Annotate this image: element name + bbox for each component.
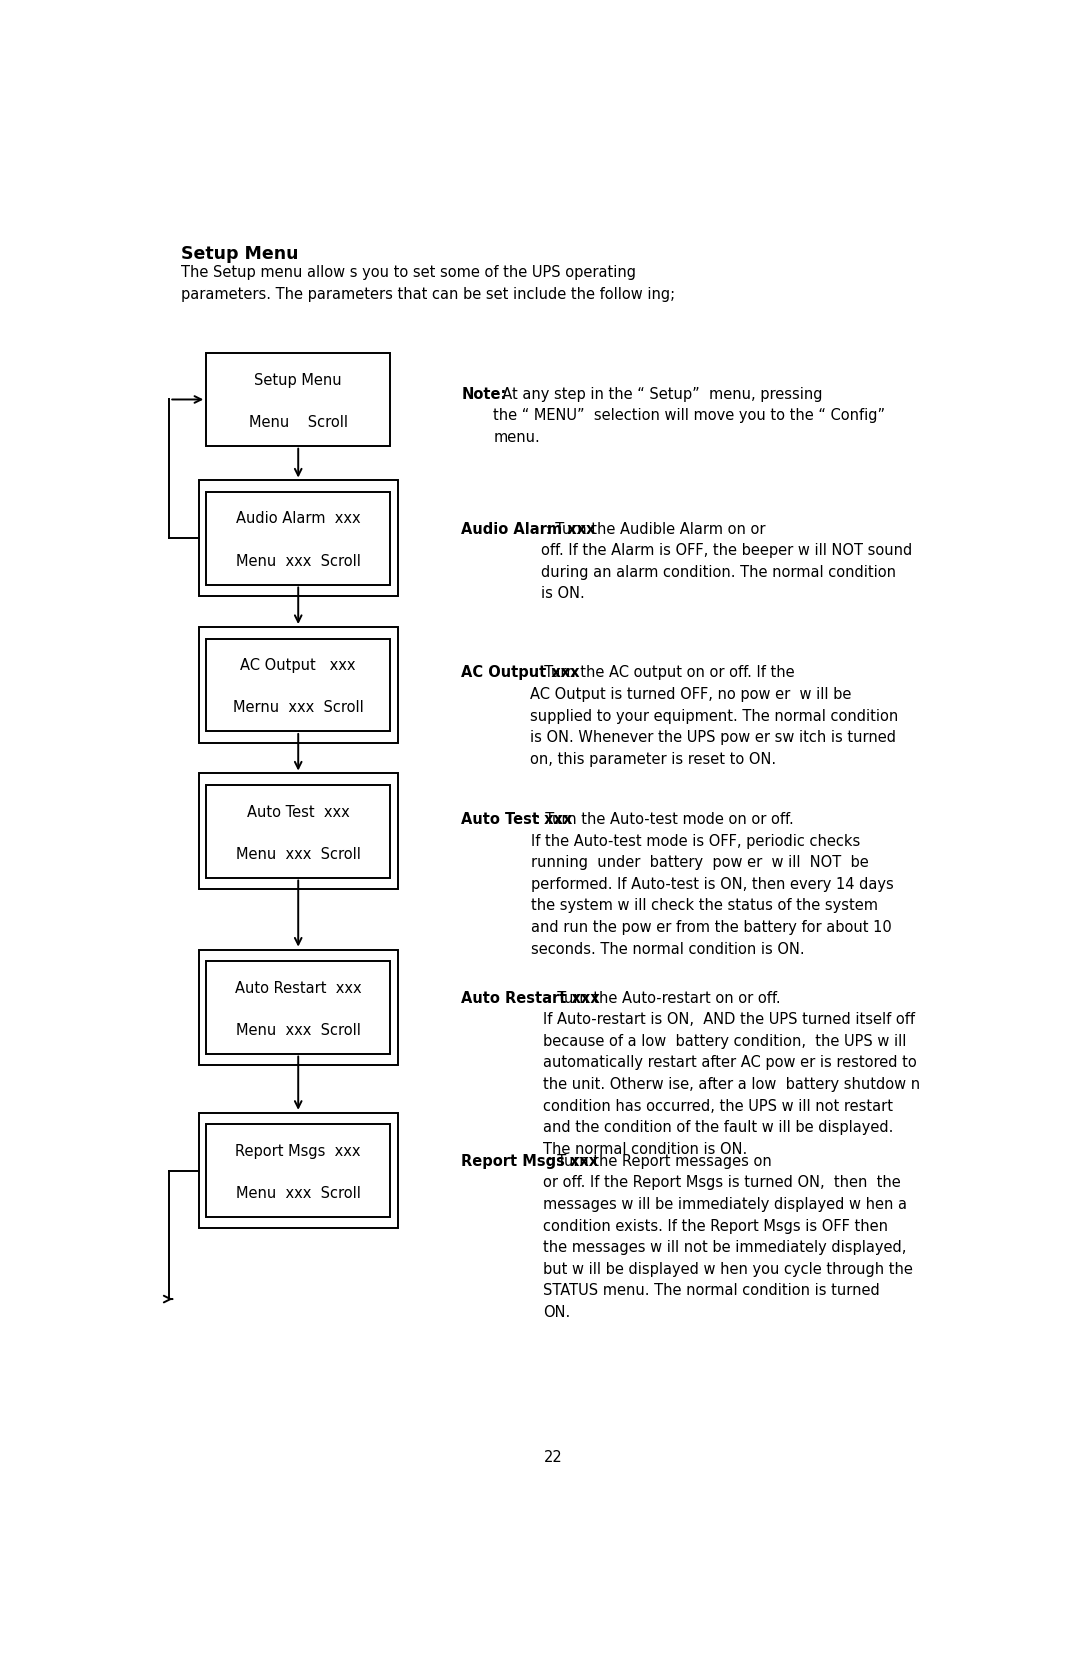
FancyBboxPatch shape [206,354,390,446]
FancyBboxPatch shape [199,950,397,1065]
Text: Menu  xxx  Scroll: Menu xxx Scroll [235,846,361,861]
FancyBboxPatch shape [206,639,390,731]
FancyBboxPatch shape [206,961,390,1053]
Text: : Turn the Report messages on
or off. If the Report Msgs is turned ON,  then  th: : Turn the Report messages on or off. If… [543,1153,914,1320]
Text: Auto Restart  xxx: Auto Restart xxx [235,981,362,996]
FancyBboxPatch shape [199,628,397,743]
Text: Menu  xxx  Scroll: Menu xxx Scroll [235,554,361,569]
Text: The Setup menu allow s you to set some of the UPS operating
parameters. The para: The Setup menu allow s you to set some o… [181,265,675,302]
Text: AC Output xxx: AC Output xxx [461,666,580,681]
Text: AC Output   xxx: AC Output xxx [241,658,356,673]
Text: Mernu  xxx  Scroll: Mernu xxx Scroll [233,701,364,716]
FancyBboxPatch shape [206,1125,390,1217]
Text: : Turn the Auto-restart on or off.
If Auto-restart is ON,  AND the UPS turned it: : Turn the Auto-restart on or off. If Au… [542,991,920,1157]
FancyBboxPatch shape [199,1113,397,1228]
Text: Audio Alarm  xxx: Audio Alarm xxx [235,511,361,526]
Text: : Turn the Auto-test mode on or off.
If the Auto-test mode is OFF, periodic chec: : Turn the Auto-test mode on or off. If … [531,813,893,956]
FancyBboxPatch shape [199,773,397,890]
Text: 22: 22 [544,1450,563,1465]
Text: Audio Alarm xxx: Audio Alarm xxx [461,521,596,536]
Text: Auto Test xxx: Auto Test xxx [461,813,572,828]
Text: Menu    Scroll: Menu Scroll [248,416,348,431]
Text: Note:: Note: [461,387,507,402]
Text: Report Msgs xxx: Report Msgs xxx [461,1153,598,1168]
Text: Auto Restart xxx: Auto Restart xxx [461,991,600,1006]
Text: : Turn the AC output on or off. If the
AC Output is turned OFF, no pow er  w ill: : Turn the AC output on or off. If the A… [530,666,899,766]
Text: Setup Menu: Setup Menu [255,372,342,387]
Text: At any step in the “ Setup”  menu, pressing
the “ MENU”  selection will move you: At any step in the “ Setup” menu, pressi… [494,387,886,446]
Text: Menu  xxx  Scroll: Menu xxx Scroll [235,1023,361,1038]
FancyBboxPatch shape [206,784,390,878]
Text: Menu  xxx  Scroll: Menu xxx Scroll [235,1187,361,1202]
Text: : Turn the Audible Alarm on or
off. If the Alarm is OFF, the beeper w ill NOT so: : Turn the Audible Alarm on or off. If t… [541,521,913,601]
Text: Auto Test  xxx: Auto Test xxx [247,804,350,819]
FancyBboxPatch shape [199,481,397,596]
Text: Setup Menu: Setup Menu [181,245,298,264]
Text: Report Msgs  xxx: Report Msgs xxx [235,1143,361,1158]
FancyBboxPatch shape [206,492,390,584]
